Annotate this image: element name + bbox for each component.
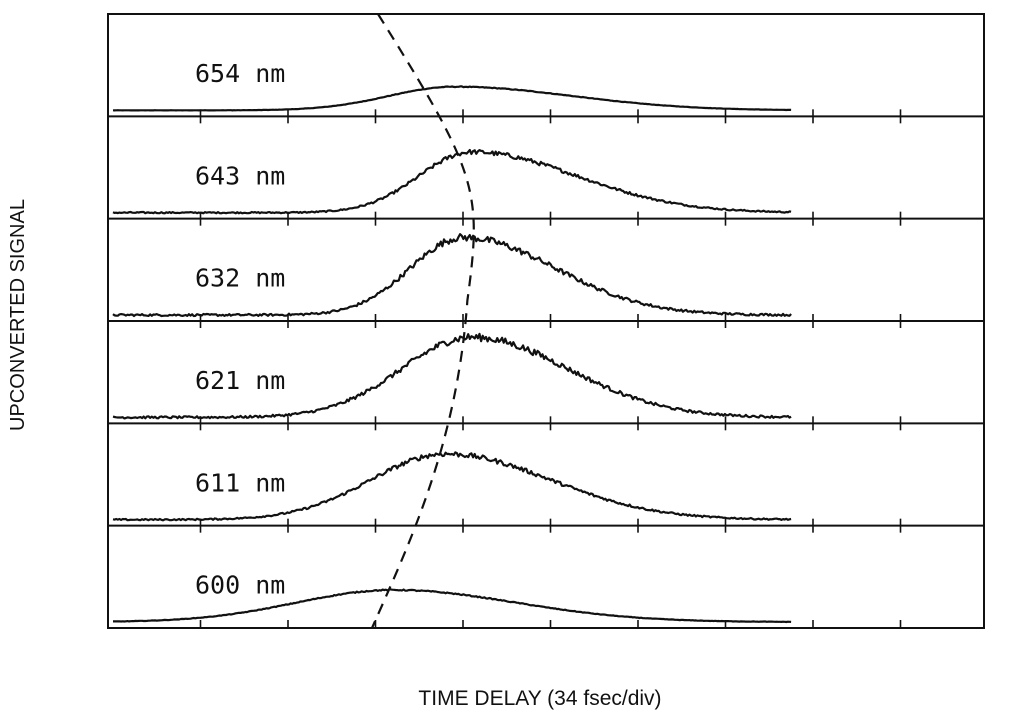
signal-trace-643-nm	[112, 148, 792, 215]
panel-labels-group: 654 nm 643 nm 632 nm 621 nm 611 nm 600 nm	[195, 59, 285, 600]
panel-label: 600 nm	[195, 571, 285, 600]
peak-delay-dashed-curve	[370, 13, 475, 629]
x-axis-label: TIME DELAY (34 fsec/div)	[418, 687, 661, 710]
plot-frame-group	[107, 13, 985, 629]
panel-label: 643 nm	[195, 161, 285, 190]
signal-trace-632-nm	[112, 233, 792, 318]
signal-trace-654-nm	[112, 85, 792, 112]
panel-label: 654 nm	[195, 59, 285, 88]
panel-label: 611 nm	[195, 468, 285, 497]
signal-trace-611-nm	[112, 451, 792, 522]
signal-trace-621-nm	[112, 332, 792, 420]
panel-label: 632 nm	[195, 264, 285, 293]
y-axis-label: UPCONVERTED SIGNAL	[7, 199, 29, 431]
panel-label: 621 nm	[195, 366, 285, 395]
signal-trace-600-nm	[113, 588, 792, 624]
curves-group	[112, 85, 792, 624]
tick-marks-group	[199, 109, 902, 628]
